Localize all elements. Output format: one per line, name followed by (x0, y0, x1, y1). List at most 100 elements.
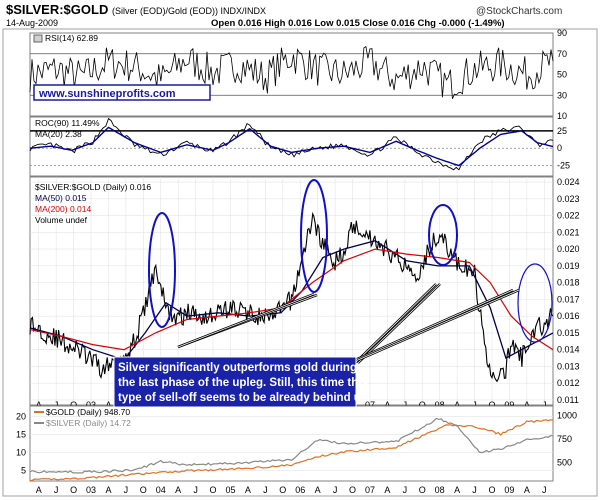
ratio-x-tick-label: 08 (435, 400, 445, 410)
rsi-legend-label: RSI(14) 62.89 (45, 33, 98, 43)
roc-panel: 25 0 -25 ROC(90) 11.49%MA(20) 2.38 (29, 116, 570, 177)
gs-x-tick-label: A (315, 485, 321, 495)
ma200-line (29, 248, 554, 351)
annotation-box: Silver significantly outperforms gold du… (113, 356, 370, 408)
rsi-tick-label: 30 (557, 90, 567, 100)
highlight-ellipse (300, 179, 328, 293)
chart-subtitle: (Silver (EOD)/Gold (EOD)) INDX/INDX (112, 6, 266, 16)
gs-x-tick-label: 08 (435, 485, 445, 495)
gs-x-tick-label: A (175, 485, 181, 495)
roc-legend-label: ROC(90) 11.49% (35, 118, 100, 128)
ratio-tick-label: 0.013 (557, 361, 580, 371)
annotation-line-1: Silver significantly outperforms gold du… (118, 362, 357, 374)
gs-x-tick-label: J (403, 485, 408, 495)
ratio-x-tick-label: J (472, 400, 477, 410)
gs-x-tick-label: J (472, 485, 477, 495)
ratio-tick-label: 0.014 (557, 345, 580, 355)
rsi-series-line (29, 45, 554, 99)
gs-x-tick-label: O (70, 485, 77, 495)
gs-right-tick-label: 750 (557, 434, 572, 444)
gs-right-tick-label: 1000 (557, 410, 577, 420)
ratio-x-tick-label: O (488, 400, 495, 410)
gs-x-tick-label: O (419, 485, 426, 495)
ratio-tick-label: 0.023 (557, 194, 580, 204)
gs-x-tick-label: 09 (504, 485, 514, 495)
gs-x-tick-label: A (384, 485, 390, 495)
rsi-panel-frame (29, 32, 554, 117)
ma200-legend-label: MA(200) 0.014 (35, 204, 91, 214)
roc-tick-label: -25 (557, 161, 570, 171)
url-label: www.sunshineprofits.com (38, 88, 176, 100)
gs-x-tick-label: 04 (156, 485, 166, 495)
ratio-x-tick-label: 07 (365, 400, 375, 410)
volume-legend-label: Volume undef (35, 215, 88, 225)
url-box: www.sunshineprofits.com (33, 84, 211, 101)
roc-ma-legend-label: MA(20) 2.38 (35, 129, 82, 139)
ratio-x-tick-label: J (403, 400, 408, 410)
chart-frame (2, 28, 598, 497)
roc-panel-frame (29, 116, 554, 177)
ratio-x-tick-label: J (542, 400, 547, 410)
ratio-legend-title: $SILVER:$GOLD (Daily) 0.016 (35, 182, 151, 192)
silver-line (29, 417, 554, 474)
pointer-line-highlight (357, 283, 441, 364)
ratio-x-tick-label: O (70, 400, 77, 410)
ma50-line (29, 239, 554, 361)
rsi-tick-label: 10 (557, 111, 567, 121)
ratio-tick-label: 0.011 (557, 395, 579, 405)
gs-x-tick-label: J (124, 485, 129, 495)
ratio-x-tick-label: J (54, 400, 59, 410)
highlight-ellipse (428, 204, 458, 266)
gs-x-tick-label: 05 (225, 485, 235, 495)
ratio-x-tick-label: 03 (86, 400, 96, 410)
pointer-line-highlight (354, 289, 514, 361)
annotation-line-3: type of sell-off seems to be already beh… (118, 392, 370, 404)
silver-legend-label: $SILVER (Daily) 14.72 (46, 418, 131, 428)
gs-left-tick-label: 20 (16, 412, 26, 422)
rsi-legend-swatch (33, 34, 43, 43)
gs-x-tick-label: A (36, 485, 42, 495)
gold-legend-label: $GOLD (Daily) 948.70 (46, 407, 130, 417)
ratio-tick-label: 0.020 (557, 244, 580, 254)
gs-x-tick-label: O (488, 485, 495, 495)
ratio-tick-label: 0.022 (557, 211, 580, 221)
roc-tick-label: 25 (557, 126, 567, 136)
ratio-x-tick-label: A (36, 400, 42, 410)
ohlc-readout: Open 0.016 High 0.016 Low 0.015 Close 0.… (211, 18, 505, 29)
gs-x-tick-label: J (193, 485, 198, 495)
gs-x-tick-label: O (279, 485, 286, 495)
gold-line (29, 419, 554, 482)
gs-x-tick-label: A (454, 485, 460, 495)
gs-left-tick-label: 5 (21, 465, 26, 475)
ratio-x-tick-label: O (419, 400, 426, 410)
ratio-tick-label: 0.024 (557, 177, 580, 187)
ratio-x-tick-label: 09 (504, 400, 514, 410)
gs-x-tick-label: A (105, 485, 111, 495)
ratio-x-tick-label: A (524, 400, 530, 410)
highlight-ellipse (517, 263, 553, 343)
gs-x-tick-label: J (333, 485, 338, 495)
gs-x-tick-label: O (140, 485, 147, 495)
pointer-line-highlight (177, 293, 315, 348)
ratio-tick-label: 0.012 (557, 378, 580, 388)
gs-x-tick-label: J (54, 485, 59, 495)
rsi-tick-label: 70 (557, 49, 567, 59)
annotation-line-2: the last phase of the upleg. Still, this… (118, 377, 368, 389)
rsi-tick-label: 90 (557, 28, 567, 38)
rsi-tick-label: 50 (557, 70, 567, 80)
gs-left-tick-label: 15 (16, 430, 26, 440)
ratio-x-tick-label: A (105, 400, 111, 410)
annotation-overlays (148, 179, 553, 364)
gs-x-tick-label: A (245, 485, 251, 495)
gs-right-tick-label: 500 (557, 457, 572, 467)
ratio-tick-label: 0.018 (557, 278, 580, 288)
gs-x-tick-label: J (263, 485, 268, 495)
roc-tick-label: 0 (557, 143, 562, 153)
gs-x-tick-label: J (542, 485, 547, 495)
ratio-tick-label: 0.019 (557, 261, 580, 271)
stockcharts-brand: @StockCharts.com (476, 6, 562, 17)
ratio-tick-label: 0.021 (557, 227, 580, 237)
gold-silver-panel-frame (29, 405, 554, 482)
roc-ma-line (29, 126, 554, 167)
